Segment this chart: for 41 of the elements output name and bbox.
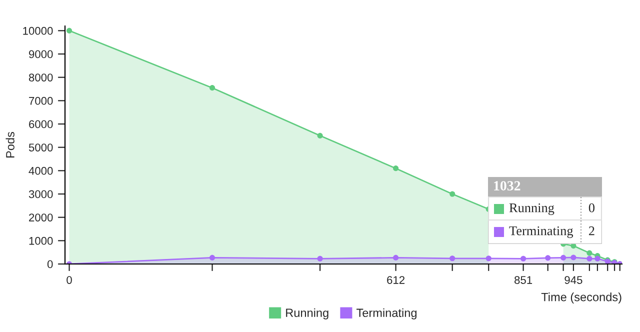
legend-label: Running — [286, 308, 328, 320]
annotation: Running — [509, 203, 554, 215]
x-tick-label: 612 — [387, 276, 404, 284]
annotation: 1032 — [494, 181, 520, 190]
point — [570, 254, 576, 260]
annotation: 0 — [588, 203, 594, 212]
y-tick-label: 3000 — [28, 190, 53, 198]
point — [66, 28, 72, 34]
point — [317, 132, 323, 138]
point — [393, 254, 399, 260]
point — [594, 256, 600, 262]
y-tick-label: 1000 — [29, 236, 53, 245]
point — [560, 254, 566, 260]
point — [450, 191, 456, 197]
y-tick-label: 5000 — [28, 144, 53, 152]
point — [209, 85, 216, 91]
annotation: 2 — [588, 226, 594, 236]
x-tick-label: 945 — [564, 276, 582, 284]
x-tick-label: 851 — [514, 276, 532, 284]
point — [393, 166, 399, 172]
y-axis-title: Pods — [6, 132, 14, 158]
point — [520, 256, 526, 262]
point — [586, 250, 592, 256]
x-tick-label: 0 — [66, 276, 72, 284]
point — [317, 256, 323, 262]
point — [586, 256, 592, 262]
y-tick-label: 7000 — [29, 96, 53, 105]
y-tick-label: 4000 — [28, 166, 53, 175]
y-tick-label: 10000 — [23, 26, 53, 35]
y-tick-label: 0 — [47, 260, 53, 268]
y-tick-label: 6000 — [29, 120, 53, 128]
y-tick-label: 9000 — [29, 50, 53, 58]
x-axis-title: Time (seconds) — [541, 292, 622, 304]
point — [209, 254, 216, 260]
y-tick-label: 8000 — [28, 74, 53, 82]
point — [486, 256, 492, 262]
y-tick-label: 2000 — [29, 214, 53, 222]
legend-label: Terminating — [356, 308, 416, 320]
point — [545, 255, 551, 261]
point — [450, 256, 456, 262]
annotation: Terminating — [509, 226, 574, 238]
